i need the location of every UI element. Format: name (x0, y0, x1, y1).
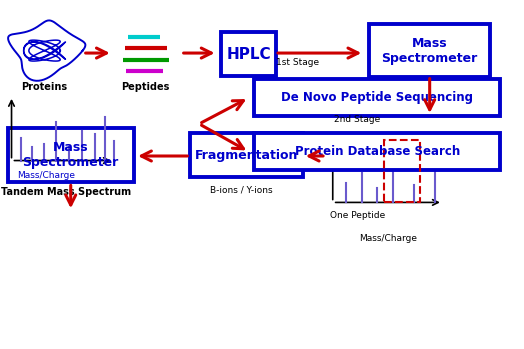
Text: Tandem Mass Spectrum: Tandem Mass Spectrum (1, 187, 131, 197)
Bar (384, 140, 420, 202)
FancyBboxPatch shape (190, 133, 303, 177)
Text: One Peptide: One Peptide (330, 211, 385, 220)
Text: Protein Database Search: Protein Database Search (294, 145, 460, 158)
FancyBboxPatch shape (221, 32, 277, 76)
Text: Fragmentation: Fragmentation (194, 149, 298, 162)
Text: HPLC: HPLC (226, 47, 271, 61)
Text: Mass/Charge: Mass/Charge (359, 234, 417, 243)
Text: Mass
Spectrometer: Mass Spectrometer (381, 37, 478, 65)
Text: 1st Stage: 1st Stage (277, 58, 320, 67)
Text: B-ions / Y-ions: B-ions / Y-ions (210, 186, 272, 195)
Text: Peptides: Peptides (122, 82, 170, 92)
FancyBboxPatch shape (369, 24, 490, 77)
Text: Proteins: Proteins (21, 82, 68, 92)
Text: Mass
Spectrometer: Mass Spectrometer (23, 141, 119, 169)
FancyBboxPatch shape (254, 134, 500, 170)
FancyBboxPatch shape (8, 128, 134, 182)
Text: De Novo Peptide Sequencing: De Novo Peptide Sequencing (281, 91, 473, 104)
Text: Mass/Charge: Mass/Charge (17, 171, 75, 180)
Text: 2nd Stage: 2nd Stage (334, 115, 380, 124)
FancyBboxPatch shape (254, 80, 500, 116)
